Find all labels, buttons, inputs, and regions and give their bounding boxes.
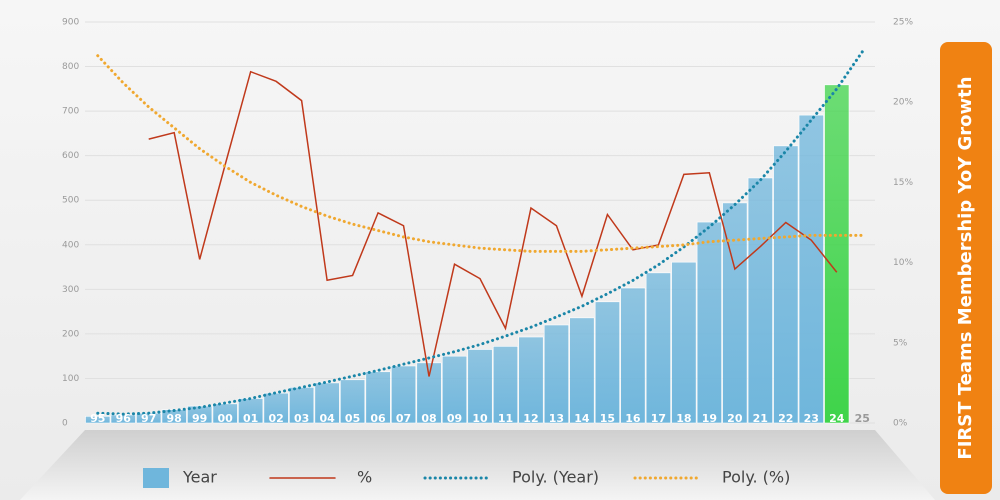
bar bbox=[492, 346, 519, 424]
y-tick-label: 100 bbox=[62, 374, 79, 384]
x-tick-label: 21 bbox=[753, 412, 768, 425]
bar bbox=[696, 221, 722, 424]
x-tick-label: 13 bbox=[549, 412, 564, 425]
x-tick-label: 17 bbox=[651, 412, 666, 425]
bar bbox=[441, 355, 468, 424]
y2-tick-label: 25% bbox=[893, 18, 913, 28]
bar bbox=[569, 317, 595, 424]
y2-tick-label: 5% bbox=[893, 338, 908, 348]
legend-label: Poly. (%) bbox=[722, 468, 790, 487]
y-tick-label: 600 bbox=[62, 151, 79, 161]
bar bbox=[289, 387, 315, 424]
x-tick-label: 99 bbox=[192, 412, 207, 425]
x-tick-label: 98 bbox=[167, 412, 182, 425]
x-tick-label: 01 bbox=[243, 412, 258, 425]
bar bbox=[314, 382, 340, 424]
y2-tick-label: 10% bbox=[893, 258, 913, 268]
x-tick-label: 16 bbox=[625, 412, 641, 425]
y-tick-label: 900 bbox=[62, 18, 79, 28]
trend-line bbox=[96, 50, 864, 416]
x-tick-label: 04 bbox=[319, 412, 335, 425]
chart-title: FIRST Teams Membership YoY Growth bbox=[955, 76, 976, 459]
x-tick-label: 02 bbox=[268, 412, 283, 425]
bar bbox=[798, 114, 824, 424]
bar bbox=[85, 416, 111, 424]
line bbox=[148, 70, 838, 377]
bar bbox=[773, 145, 799, 424]
bar bbox=[594, 301, 620, 424]
x-tick-label: 15 bbox=[600, 412, 615, 425]
x-tick-label: 18 bbox=[676, 412, 691, 425]
bar bbox=[467, 349, 493, 424]
bar bbox=[824, 84, 850, 424]
x-tick-label: 97 bbox=[141, 412, 156, 425]
bar bbox=[620, 287, 646, 424]
bar bbox=[365, 371, 391, 424]
x-tick-label: 07 bbox=[396, 412, 411, 425]
legend-label: % bbox=[357, 468, 372, 487]
x-tick-label: 06 bbox=[370, 412, 386, 425]
x-tick-label: 25 bbox=[855, 412, 870, 425]
x-tick-label: 14 bbox=[574, 412, 590, 425]
title-box bbox=[940, 42, 992, 494]
x-tick-label: 22 bbox=[778, 412, 793, 425]
x-tick-label: 19 bbox=[702, 412, 717, 425]
bar bbox=[518, 336, 544, 424]
y-tick-label: 400 bbox=[62, 240, 79, 250]
x-tick-label: 08 bbox=[421, 412, 436, 425]
trend-line bbox=[96, 54, 864, 253]
y-tick-label: 300 bbox=[62, 285, 79, 295]
floor bbox=[20, 430, 935, 500]
bar bbox=[391, 365, 417, 424]
x-tick-label: 12 bbox=[523, 412, 538, 425]
y-tick-label: 500 bbox=[62, 196, 79, 206]
x-tick-label: 20 bbox=[727, 412, 743, 425]
x-tick-label: 11 bbox=[498, 412, 513, 425]
bar bbox=[263, 392, 289, 424]
y-tick-label: 700 bbox=[62, 107, 79, 117]
y-tick-label: 0 bbox=[62, 419, 68, 429]
y2-tick-label: 15% bbox=[893, 178, 913, 188]
x-tick-label: 95 bbox=[90, 412, 105, 425]
bar bbox=[340, 379, 366, 424]
y-tick-label: 200 bbox=[62, 329, 79, 339]
legend-label: Poly. (Year) bbox=[512, 468, 599, 487]
x-tick-label: 05 bbox=[345, 412, 360, 425]
x-tick-label: 03 bbox=[294, 412, 309, 425]
x-tick-label: 23 bbox=[804, 412, 819, 425]
y2-tick-label: 0% bbox=[893, 419, 908, 429]
x-tick-label: 96 bbox=[116, 412, 132, 425]
x-tick-label: 24 bbox=[829, 412, 845, 425]
y2-tick-label: 20% bbox=[893, 98, 913, 108]
bar bbox=[645, 272, 671, 424]
bar bbox=[671, 261, 697, 424]
legend-label: Year bbox=[182, 468, 217, 487]
x-tick-label: 09 bbox=[447, 412, 462, 425]
bar bbox=[543, 324, 569, 424]
y-tick-label: 800 bbox=[62, 62, 79, 72]
x-tick-label: 10 bbox=[472, 412, 488, 425]
x-tick-label: 00 bbox=[218, 412, 234, 425]
legend-swatch bbox=[143, 468, 169, 488]
bar bbox=[747, 177, 773, 424]
bar bbox=[238, 398, 264, 424]
